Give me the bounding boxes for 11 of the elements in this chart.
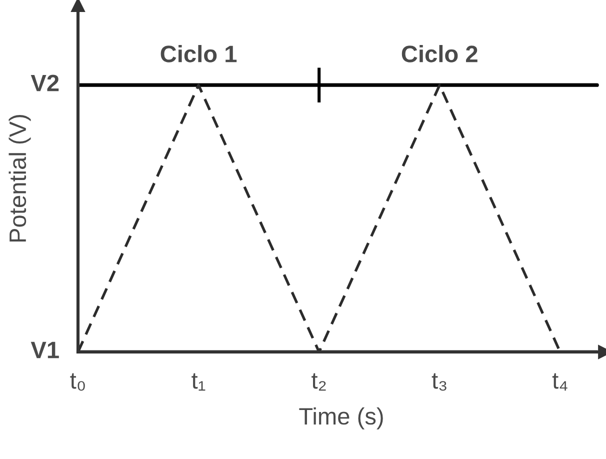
x-axis-title: Time (s) — [299, 407, 383, 430]
x-tick-label: t₄ — [552, 373, 568, 391]
ref-line-label: V2 — [30, 74, 59, 92]
annotation: Ciclo 1 — [160, 45, 237, 62]
x-tick-label: t₁ — [192, 373, 206, 391]
ref-line-label: V1 — [30, 342, 59, 358]
x-tick-label: t₀ — [70, 373, 85, 391]
y-axis-title: Potential (V) — [8, 115, 31, 242]
annotation: Ciclo 2 — [402, 45, 478, 62]
x-tick-label: t₃ — [432, 373, 446, 391]
x-tick-label: t₂ — [312, 373, 326, 391]
